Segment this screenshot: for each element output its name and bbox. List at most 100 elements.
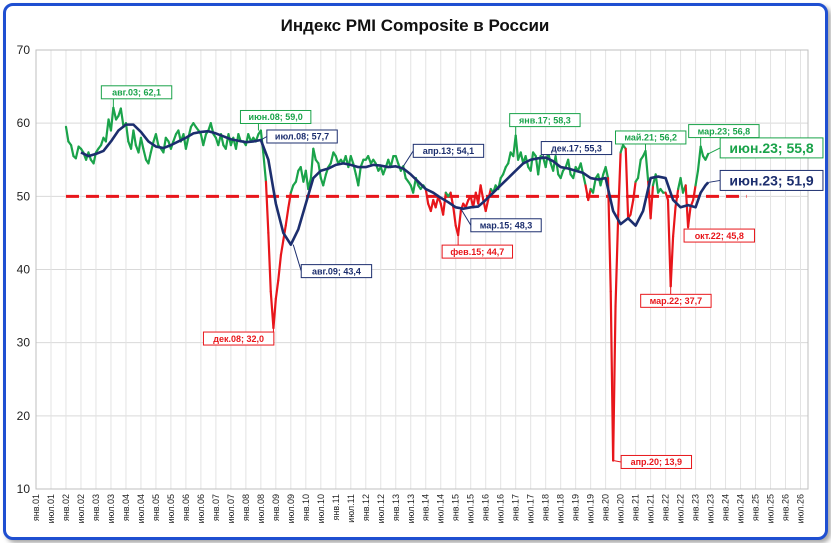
annotation-callout: июл.08; 57,7 <box>260 129 338 144</box>
pmi-segment <box>309 147 315 180</box>
pmi-segment <box>464 198 470 209</box>
annotation-box <box>239 109 312 124</box>
pmi-segment <box>442 191 447 216</box>
annotation-label: мар.22; 37,7 <box>650 296 703 306</box>
annotation-callout: июн.23; 55,8 <box>707 137 824 159</box>
annotation-leader <box>460 208 472 226</box>
pmi-segment <box>501 165 507 176</box>
pmi-segment <box>632 180 637 202</box>
annotation-callout: дек.08; 32,0 <box>202 328 275 346</box>
annotation-callout: июн.23; 51,9 <box>708 169 824 191</box>
annotation-label: июн.23; 55,8 <box>729 140 813 156</box>
annotation-callout: окт.22; 45,8 <box>683 227 755 243</box>
annotation-label: май.21; 56,2 <box>624 133 677 143</box>
annotation-label: дек.17; 55,3 <box>551 143 602 153</box>
pmi-segment <box>559 169 565 180</box>
pmi-segment <box>172 133 178 143</box>
pmi-segment <box>679 176 685 194</box>
pmi-segment <box>124 122 130 143</box>
pmi-segment <box>644 149 650 183</box>
pmi-segment <box>479 184 485 202</box>
x-tick-label: июл.15 <box>466 494 476 523</box>
x-tick-label: июл.11 <box>346 494 356 523</box>
pmi-segment <box>287 191 292 209</box>
annotation-box <box>202 331 275 346</box>
pmi-segment <box>272 297 277 330</box>
pmi-segment <box>74 145 80 160</box>
x-tick-label: июл.19 <box>586 494 596 523</box>
pmi-segment <box>142 147 148 161</box>
annotation-label: авг.09; 43,4 <box>312 266 361 276</box>
x-tick-label: янв.08 <box>241 494 251 521</box>
pmi-segment <box>629 198 635 216</box>
x-tick-label: июл.20 <box>616 494 626 523</box>
plot-area <box>35 49 809 490</box>
chart-title: Индекс PMI Composite в России <box>281 16 550 35</box>
pmi-segment <box>666 198 672 288</box>
annotation-label: июл.08; 57,7 <box>275 132 329 142</box>
x-tick-label: июл.09 <box>286 494 296 523</box>
annotation-box <box>100 85 173 100</box>
x-tick-label: янв.23 <box>691 494 701 521</box>
ma-series-line <box>80 123 710 246</box>
x-tick-label: янв.20 <box>601 494 611 521</box>
x-tick-label: янв.26 <box>781 494 791 521</box>
annotation-box <box>540 141 613 156</box>
x-tick-label: июл.23 <box>706 494 716 523</box>
annotation-callout: дек.17; 55,3 <box>540 141 613 158</box>
pmi-segment <box>587 187 592 202</box>
pmi-segment <box>614 213 620 308</box>
annotation-leader <box>613 459 622 463</box>
annotation-box <box>620 454 693 469</box>
x-tick-label: июл.05 <box>166 494 176 523</box>
annotation-label: янв.17; 58,3 <box>519 115 571 125</box>
x-tick-label: июл.26 <box>796 494 806 523</box>
pmi-segment <box>349 154 355 165</box>
x-tick-label: янв.19 <box>571 494 581 521</box>
pmi-segment <box>457 209 462 237</box>
x-tick-label: янв.22 <box>661 494 671 521</box>
annotation-label: июн.08; 59,0 <box>249 112 303 122</box>
x-tick-label: янв.07 <box>211 494 221 521</box>
pmi-segment <box>304 169 310 191</box>
annotation-box <box>300 264 373 279</box>
annotation-leader <box>292 244 302 272</box>
y-tick-label: 10 <box>17 482 31 496</box>
pmi-segment <box>664 191 670 202</box>
y-tick-label: 30 <box>17 336 31 350</box>
x-tick-label: июл.16 <box>496 494 506 523</box>
pmi-segment <box>617 151 622 216</box>
x-tick-label: июл.02 <box>76 494 86 523</box>
pmi-segment <box>529 151 535 172</box>
pmi-segment <box>132 129 137 147</box>
pmi-segment <box>274 279 280 300</box>
pmi-segment <box>357 165 362 187</box>
annotation-leader <box>708 179 721 183</box>
annotation-leader <box>402 150 414 167</box>
x-tick-label: июл.07 <box>226 494 236 523</box>
x-tick-label: янв.25 <box>751 494 761 521</box>
x-tick-label: янв.06 <box>181 494 191 521</box>
x-tick-label: янв.24 <box>721 494 731 521</box>
pmi-segment <box>696 145 702 172</box>
annotation-callout: мар.22; 37,7 <box>640 286 712 308</box>
annotation-callout: июн.08; 59,0 <box>239 109 312 131</box>
pmi-segment <box>572 165 577 180</box>
annotation-callout: апр.20; 13,9 <box>613 454 693 469</box>
x-tick-label: июл.08 <box>256 494 266 523</box>
x-tick-label: июл.03 <box>106 494 116 523</box>
x-tick-label: июл.12 <box>376 494 386 523</box>
annotation-label: авг.03; 62,1 <box>112 88 161 98</box>
pmi-segment <box>307 176 313 191</box>
x-tick-label: янв.11 <box>331 494 341 520</box>
pmi-segment <box>671 206 677 238</box>
x-tick-label: июл.14 <box>436 494 446 523</box>
x-tick-label: янв.16 <box>481 494 491 521</box>
annotation-box <box>470 218 542 233</box>
annotation-leader <box>260 136 268 141</box>
pmi-segment <box>606 176 612 293</box>
pmi-segment <box>567 158 572 176</box>
pmi-segment <box>147 151 152 165</box>
pmi-segment <box>262 151 268 183</box>
pmi-segment <box>669 235 675 288</box>
